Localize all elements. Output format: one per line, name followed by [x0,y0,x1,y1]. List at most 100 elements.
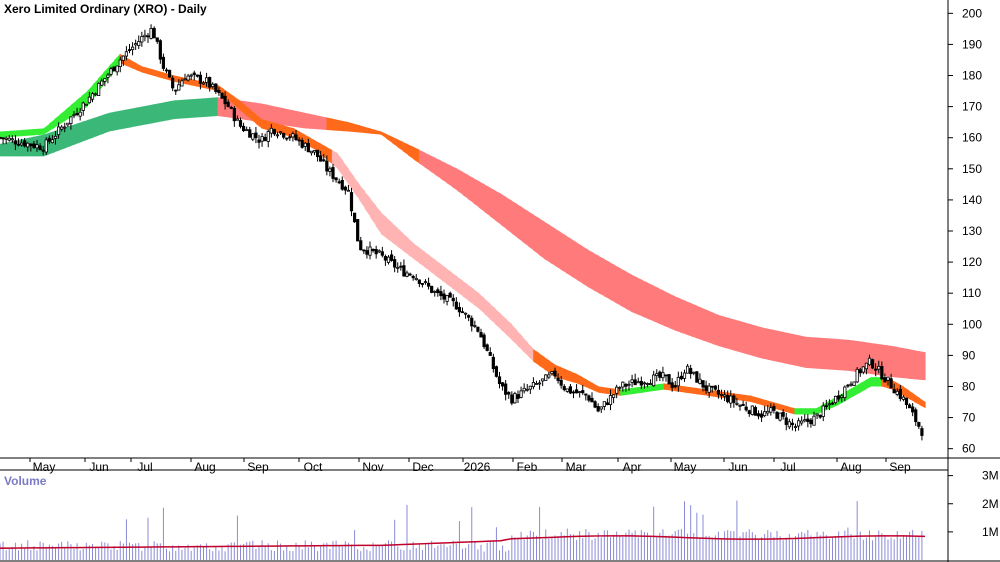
candle-body [32,143,36,148]
candle-body [701,380,705,388]
date-tick-label: Mar [566,460,587,474]
candle-body [781,411,785,417]
candle-body [161,56,166,69]
candle-body [115,65,119,73]
fast-ribbon-segment [348,168,355,193]
candle-body [596,406,600,412]
candle-body [541,378,545,382]
candle-body [189,74,193,77]
candle-body [479,332,483,338]
slow-ribbon-segment [195,98,202,118]
candle-body [294,134,298,140]
fast-ribbon-segment [620,388,627,396]
fast-ribbon-segment [489,303,496,325]
fast-ribbon-segment [745,395,752,403]
candle-body [41,149,45,152]
candle-body [180,80,184,87]
candle-body [241,125,246,132]
candle-body [53,135,58,139]
candle-body [297,139,301,142]
candle-body [288,136,292,139]
candle-body [97,82,101,97]
candle-body [578,391,582,393]
slow-ribbon-segment [304,112,311,129]
slow-ribbon-segment [527,211,534,251]
candle-body [747,410,751,414]
slow-ribbon-segment [478,181,485,212]
fast-ribbon-segment [38,128,45,135]
slow-ribbon-segment [506,197,513,234]
fast-ribbon-segment [21,129,28,137]
slow-ribbon-segment [174,100,181,120]
slow-ribbon-segment [565,235,572,277]
candle-body [636,381,640,384]
slow-ribbon-segment [408,144,415,160]
slow-ribbon-segment [201,98,208,118]
date-tick-label: Jun [89,460,108,474]
slow-ribbon-segment [364,126,371,134]
candle-body [300,140,304,148]
candle-body [833,395,838,404]
fast-ribbon-segment [337,153,344,177]
candle-body [759,413,764,418]
date-tick-label: Jun [728,460,747,474]
fast-ribbon-segment [788,406,796,415]
slow-ribbon-segment [272,105,279,125]
ribbon-layer [0,53,926,415]
candle-body [23,140,27,147]
candle-body [485,344,489,351]
candle-body [81,102,85,111]
slow-ribbon-segment [886,345,893,378]
slow-ribbon-segment [652,285,659,324]
candle-body [800,420,804,424]
candle-body [118,59,122,68]
price-tick-label: 120 [962,255,982,269]
slow-ribbon-segment [598,255,605,297]
slow-ribbon-segment [783,332,790,365]
candle-body [473,325,477,327]
fast-ribbon-segment [233,96,241,110]
candle-body [719,394,724,396]
candle-body [198,74,203,84]
candle-body [920,428,924,436]
volume-tick-label: 3M [982,469,999,483]
fast-ribbon-segment [141,66,148,74]
slow-ribbon-segment [832,338,839,371]
slow-ribbon-segment [740,321,747,354]
slow-ribbon-segment [152,103,159,124]
slow-ribbon-segment [680,298,687,335]
candle-body [174,89,178,92]
candle-body [309,150,314,154]
candle-body [793,426,798,428]
date-tick-label: Dec [412,460,433,474]
candle-body [26,142,30,148]
slow-ribbon-segment [707,310,714,345]
candle-body [504,383,508,395]
candle-body [359,240,363,251]
candle-body [531,382,536,388]
slow-ribbon-segment [761,327,768,360]
candle-body [568,386,573,394]
price-tick-label: 150 [962,162,982,176]
candle-body [334,177,338,181]
candle-body [100,80,104,86]
slow-ribbon-segment [0,142,7,157]
candle-body [775,411,779,419]
volume-title: Volume [4,474,47,488]
fast-ribbon-segment [625,388,632,396]
date-tick-label: Jul [780,460,795,474]
fast-ribbon-segment [794,408,801,415]
slow-ribbon-segment [897,347,904,379]
fast-ribbon-segment [500,313,507,335]
slow-ribbon-segment [511,200,518,238]
candle-body [522,387,526,392]
candle-body [537,382,542,385]
fast-ribbon-segment [576,374,583,386]
candle-body [559,379,563,386]
fast-ribbon-segment [27,129,34,136]
slow-ribbon-segment [892,346,899,378]
slow-ribbon-segment [571,239,578,280]
slow-ribbon-segment [756,325,763,359]
fast-ribbon-segment [446,268,453,289]
fast-ribbon-segment [462,280,469,301]
